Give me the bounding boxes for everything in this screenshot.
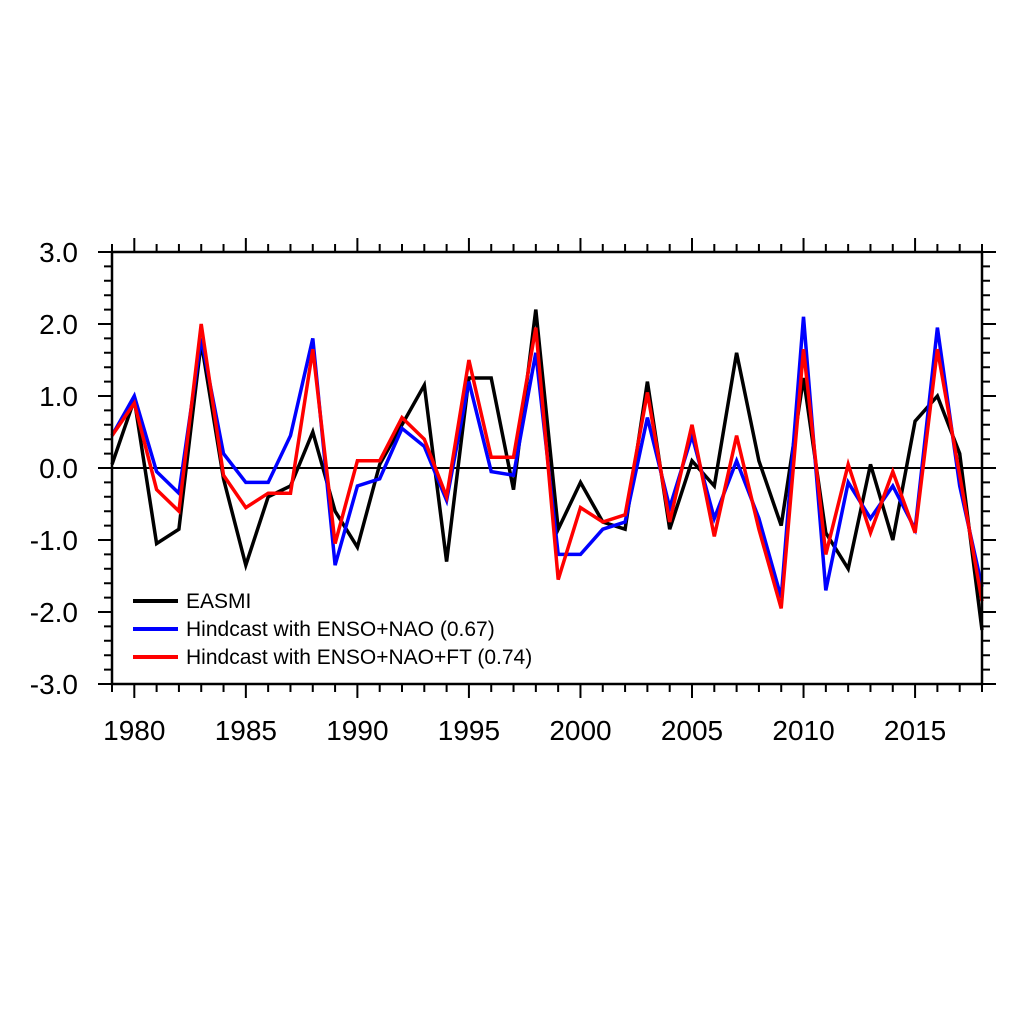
legend-label-hindcast-enso-nao-ft: Hindcast with ENSO+NAO+FT (0.74): [186, 646, 532, 669]
plot-frame: [110, 250, 984, 686]
x-axis-tick-label: 1990: [326, 715, 388, 746]
y-axis-tick-label: -3.0: [30, 669, 78, 700]
y-axis-tick-label: 2.0: [39, 309, 78, 340]
x-axis-tick-label: 2010: [772, 715, 834, 746]
legend-label-hindcast-enso-nao: Hindcast with ENSO+NAO (0.67): [186, 618, 495, 641]
y-axis-tick-label: 1.0: [39, 381, 78, 412]
y-axis-tick-label: -1.0: [30, 525, 78, 556]
legend-label-easmi: EASMI: [186, 590, 251, 613]
hindcast-enso-nao-ft-line: [110, 323, 984, 609]
y-axis-tick-label: 0.0: [39, 453, 78, 484]
x-axis-tick-label: 1995: [438, 715, 500, 746]
legend: EASMI Hindcast with ENSO+NAO (0.67) Hind…: [133, 590, 532, 669]
x-axis-tick-label: 2000: [549, 715, 611, 746]
x-axis-tick-label: 1985: [215, 715, 277, 746]
easmi-line: [110, 309, 984, 631]
y-axis-tick-label: 3.0: [39, 237, 78, 268]
y-axis-tick-label: -2.0: [30, 597, 78, 628]
plot-generated-layer: 1980 1985 1990 1995 2000 2005 2010 2015 3.0 2.0 1.…: [30, 237, 996, 746]
x-axis-tick-label: 2005: [661, 715, 723, 746]
x-axis-tick-label: 1980: [103, 715, 165, 746]
axis-ticks: [98, 238, 996, 698]
x-axis-tick-label: 2015: [884, 715, 946, 746]
